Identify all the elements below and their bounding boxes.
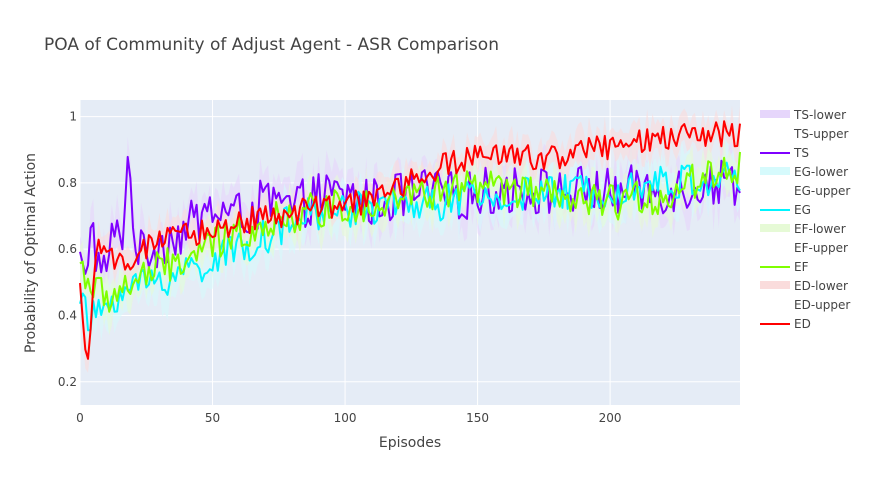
y-tick-label: 0.2 [58,375,77,389]
legend-label: TS [793,146,809,160]
series-lines [79,120,741,360]
y-axis-label: Probability of Optimal Action [23,153,39,353]
legend-item-ts-upper[interactable]: TS-upper [793,127,849,141]
x-tick-labels: 0 50 100 150 200 [76,411,621,425]
legend-item-eg[interactable]: EG [760,203,811,217]
legend-swatch [760,281,790,289]
legend-item-ts[interactable]: TS [760,146,809,160]
legend-swatch [760,224,790,232]
legend-label: ED-lower [794,279,848,293]
y-tick-label: 0.8 [58,176,77,190]
x-tick-label: 200 [599,411,622,425]
x-tick-label: 150 [466,411,489,425]
legend[interactable]: TS-lower TS-upper TS EG-lower EG-upper EG EF-l… [760,108,850,331]
legend-label: EG [794,203,811,217]
x-tick-label: 0 [76,411,84,425]
legend-item-ef-lower[interactable]: EF-lower [760,222,846,236]
ef-series-line [79,151,741,313]
legend-swatch [760,167,790,175]
legend-item-eg-upper[interactable]: EG-upper [794,184,850,198]
legend-item-ts-lower[interactable]: TS-lower [760,108,846,122]
legend-item-ed-lower[interactable]: ED-lower [760,279,848,293]
y-tick-label: 0.4 [58,308,77,322]
x-tick-label: 50 [205,411,220,425]
legend-item-ef-upper[interactable]: EF-upper [794,241,848,255]
x-tick-label: 100 [334,411,357,425]
x-axis-label: Episodes [379,435,441,451]
legend-label: EF [794,260,809,274]
legend-item-ed-upper[interactable]: ED-upper [794,298,850,312]
legend-swatch [760,110,790,118]
legend-label: EF-lower [794,222,846,236]
legend-label: TS-upper [793,127,849,141]
legend-label: EF-upper [794,241,848,255]
chart-title: POA of Community of Adjust Agent - ASR C… [44,35,499,55]
legend-item-eg-lower[interactable]: EG-lower [760,165,848,179]
y-tick-label: 1 [69,110,77,124]
legend-item-ed[interactable]: ED [760,317,811,331]
ed-series-line [79,120,741,360]
legend-label: ED [794,317,811,331]
legend-label: TS-lower [793,108,846,122]
legend-label: EG-lower [794,165,848,179]
y-tick-labels: 0.2 0.4 0.6 0.8 1 [58,110,77,389]
eg-series-line [79,161,741,332]
ef-confidence-band [80,134,740,336]
y-tick-label: 0.6 [58,242,77,256]
ed-confidence-band [80,105,740,373]
legend-label: EG-upper [794,184,850,198]
legend-label: ED-upper [794,298,850,312]
legend-item-ef[interactable]: EF [760,260,809,274]
